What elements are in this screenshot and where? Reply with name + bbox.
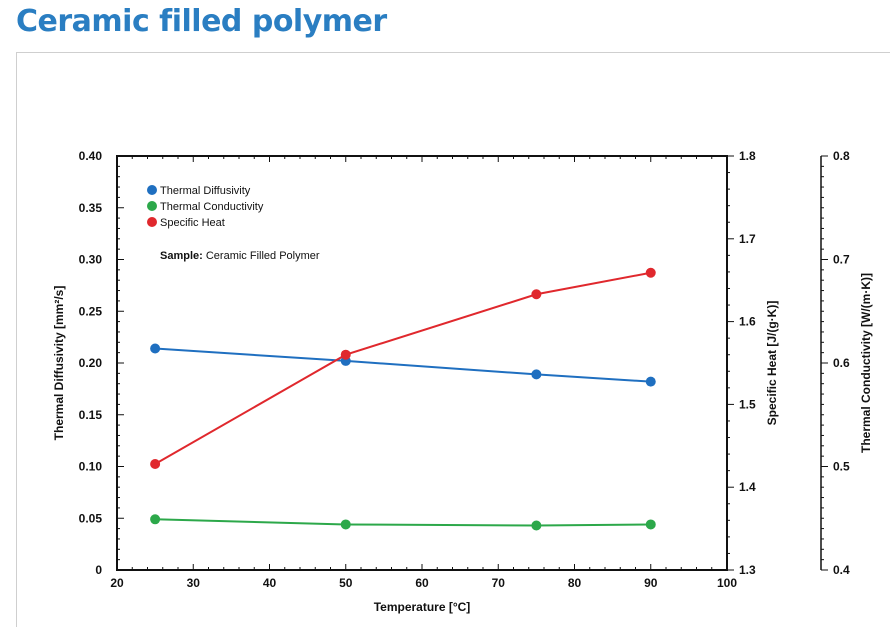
right-tick-label: 1.4	[739, 480, 756, 494]
far-right-tick-label: 0.5	[833, 460, 850, 474]
right-tick-label: 1.5	[739, 397, 756, 411]
sample-annotation: Sample: Ceramic Filled Polymer	[160, 250, 320, 262]
left-tick-label: 0.25	[79, 304, 103, 318]
x-tick-label: 50	[339, 576, 353, 590]
left-tick-label: 0.40	[79, 149, 103, 163]
content-frame-border	[16, 52, 17, 627]
far-right-axis-label: Thermal Conductivity [W/(m·K)]	[859, 273, 873, 453]
specific-heat-point	[531, 289, 542, 300]
thermal-diffusivity-point	[645, 376, 656, 387]
right-axis-label: Specific Heat [J/(g·K)]	[765, 301, 779, 426]
legend-label-specific-heat: Specific Heat	[160, 217, 225, 229]
far-right-tick-label: 0.4	[833, 563, 850, 577]
left-tick-label: 0.35	[79, 201, 103, 215]
specific-heat-point	[645, 267, 656, 278]
legend-label-thermal-diffusivity: Thermal Diffusivity	[160, 185, 251, 197]
legend-marker-specific-heat	[147, 217, 157, 227]
thermal-diffusivity-point	[150, 343, 161, 354]
x-tick-label: 60	[415, 576, 429, 590]
left-tick-label: 0.15	[79, 408, 103, 422]
x-tick-label: 20	[110, 576, 124, 590]
legend-marker-thermal-diffusivity	[147, 185, 157, 195]
x-tick-label: 100	[717, 576, 737, 590]
left-tick-label: 0.10	[79, 460, 103, 474]
legend-marker-thermal-conductivity	[147, 201, 157, 211]
sample-annotation-value: Ceramic Filled Polymer	[203, 250, 320, 262]
thermal-diffusivity-line	[155, 347, 651, 383]
x-tick-label: 70	[492, 576, 506, 590]
right-tick-label: 1.6	[739, 315, 756, 329]
far-right-tick-label: 0.6	[833, 356, 850, 370]
x-tick-label: 40	[263, 576, 277, 590]
x-tick-label: 80	[568, 576, 582, 590]
far-right-tick-label: 0.7	[833, 253, 850, 267]
left-tick-label: 0.05	[79, 511, 103, 525]
thermal-conductivity-point	[150, 514, 161, 525]
x-tick-label: 90	[644, 576, 658, 590]
x-axis-label: Temperature [°C]	[374, 600, 471, 614]
x-tick-label: 30	[187, 576, 201, 590]
specific-heat-point	[150, 459, 161, 470]
title-divider	[16, 52, 890, 53]
thermal-conductivity-line	[155, 518, 651, 527]
thermal-diffusivity-point	[531, 369, 542, 380]
right-tick-label: 1.7	[739, 232, 756, 246]
sample-annotation-label: Sample:	[160, 250, 203, 262]
page-title: Ceramic filled polymer	[16, 4, 387, 39]
thermal-conductivity-point	[531, 520, 542, 531]
left-tick-label: 0.30	[79, 253, 103, 267]
left-axis-label: Thermal Diffusivity [mm²/s]	[52, 286, 66, 441]
specific-heat-line	[154, 271, 651, 465]
far-right-tick-label: 0.8	[833, 149, 850, 163]
right-tick-label: 1.3	[739, 563, 756, 577]
left-tick-label: 0	[95, 563, 102, 577]
specific-heat-point	[340, 349, 351, 360]
right-tick-label: 1.8	[739, 149, 756, 163]
thermal-conductivity-point	[340, 519, 351, 530]
legend-label-thermal-conductivity: Thermal Conductivity	[160, 201, 264, 213]
left-tick-label: 0.20	[79, 356, 103, 370]
thermal-conductivity-point	[645, 519, 656, 530]
